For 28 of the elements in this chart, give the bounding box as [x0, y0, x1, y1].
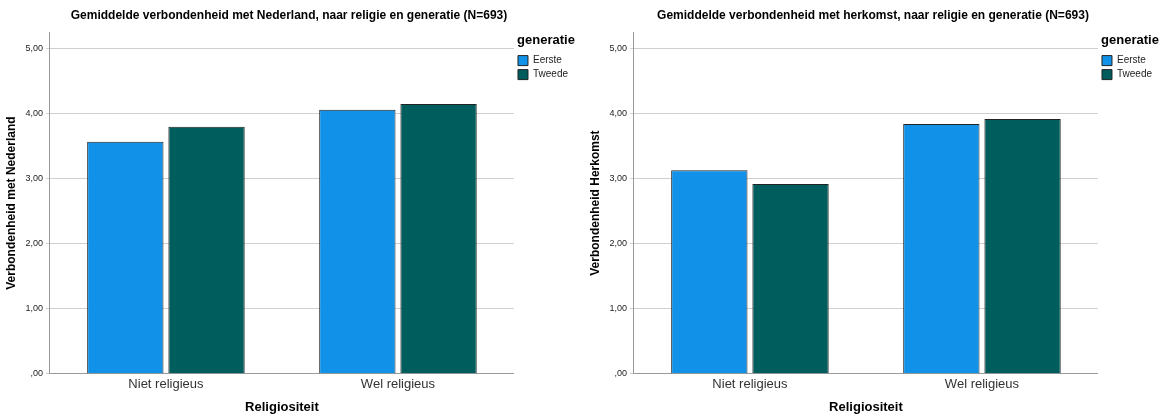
- y-tick-label: 4,00: [609, 108, 627, 119]
- x-tick-label: Niet religieus: [712, 376, 788, 392]
- y-tick-label: 2,00: [609, 238, 627, 249]
- x-tick-label: Wel religieus: [360, 376, 436, 392]
- x-axis-title: Religiositeit: [829, 398, 904, 414]
- legend-title: generatie: [517, 32, 575, 48]
- y-tick-label: 1,00: [25, 303, 43, 314]
- y-tick-label: 5,00: [25, 43, 43, 54]
- chart-title: Gemiddelde verbondenheid met Nederland, naar religie en generatie (N=693): [70, 7, 508, 22]
- legend-label: Tweede: [1116, 68, 1153, 80]
- x-tick-label: Wel religieus: [944, 376, 1020, 392]
- y-tick-label: 2,00: [25, 238, 43, 249]
- legend-label: Eerste: [532, 54, 563, 66]
- y-tick-label: 3,00: [25, 173, 43, 184]
- x-tick-label: Niet religieus: [128, 376, 204, 392]
- y-tick-label: 5,00: [609, 43, 627, 54]
- legend-title: generatie: [1101, 32, 1159, 48]
- y-axis-title: Verbondenheid Herkomst: [587, 130, 602, 276]
- y-axis-title: Verbondenheid met Nederland: [3, 116, 18, 290]
- y-tick-label: 1,00: [609, 303, 627, 314]
- y-tick-label: ,00: [30, 368, 43, 379]
- y-tick-label: 3,00: [609, 173, 627, 184]
- legend-label: Tweede: [532, 68, 569, 80]
- y-tick-label: ,00: [614, 368, 627, 379]
- y-tick-label: 4,00: [25, 108, 43, 119]
- chart-title: Gemiddelde verbondenheid met herkomst, naar religie en generatie (N=693): [657, 7, 1089, 22]
- legend-label: Eerste: [1116, 54, 1147, 66]
- x-axis-title: Religiositeit: [245, 398, 320, 414]
